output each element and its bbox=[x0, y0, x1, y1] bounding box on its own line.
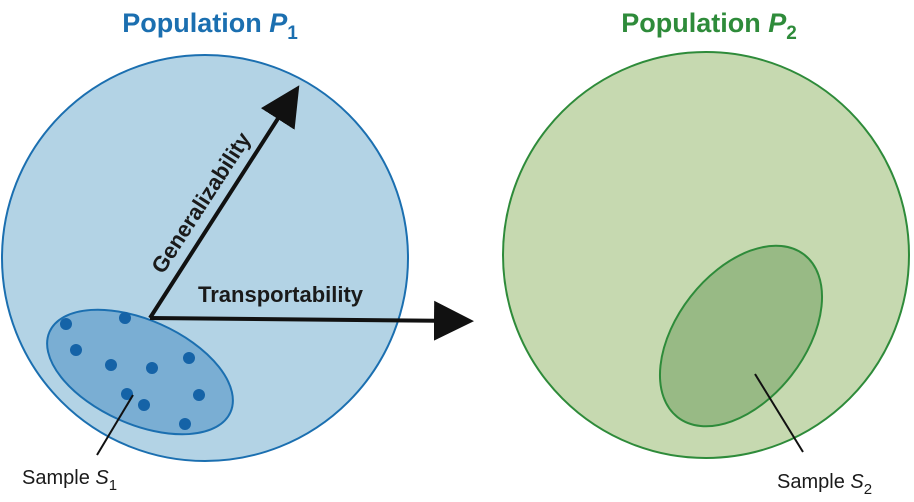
sample-2-ellipse bbox=[658, 244, 824, 428]
sample-dot bbox=[138, 399, 150, 411]
population-1-symbol: P bbox=[269, 8, 288, 38]
sample-dot bbox=[183, 352, 195, 364]
population-1-group: Population P1 Sample S1 bbox=[1, 8, 409, 494]
sample-2-subscript: 2 bbox=[864, 481, 872, 498]
sample-1-label: Sample S1 bbox=[22, 467, 117, 494]
sample-2-leader-line bbox=[754, 373, 804, 453]
sample-dot bbox=[119, 312, 131, 324]
sample-2-label: Sample S2 bbox=[777, 471, 872, 498]
sample-dot bbox=[146, 362, 158, 374]
sample-dot bbox=[121, 388, 133, 400]
sample-dot bbox=[105, 359, 117, 371]
sample-dot bbox=[193, 389, 205, 401]
sample-dot bbox=[70, 344, 82, 356]
population-1-subscript: 1 bbox=[287, 23, 298, 44]
sample-1-dots bbox=[60, 312, 205, 430]
sample-1-subscript: 1 bbox=[109, 477, 117, 494]
population-2-title-text: Population bbox=[621, 8, 768, 38]
sample-2-label-text: Sample bbox=[777, 471, 850, 493]
population-2-symbol: P bbox=[768, 8, 787, 38]
sample-dot bbox=[179, 418, 191, 430]
population-1-title-text: Population bbox=[122, 8, 269, 38]
population-2-title: Population P2 bbox=[621, 8, 797, 44]
transportability-arrow bbox=[149, 300, 474, 341]
population-2-group: Population P2 Sample S2 bbox=[502, 8, 910, 498]
transportability-label: Transportability bbox=[198, 282, 364, 307]
sample-1-symbol: S bbox=[95, 467, 109, 489]
sample-1-label-text: Sample bbox=[22, 467, 95, 489]
population-1-title: Population P1 bbox=[122, 8, 298, 44]
generalizability-arrow bbox=[148, 85, 300, 320]
sample-1-leader-line bbox=[96, 394, 134, 456]
sample-dot bbox=[60, 318, 72, 330]
sample-2-symbol: S bbox=[850, 471, 864, 493]
population-2-subscript: 2 bbox=[786, 23, 797, 44]
population-2-circle bbox=[502, 51, 910, 459]
